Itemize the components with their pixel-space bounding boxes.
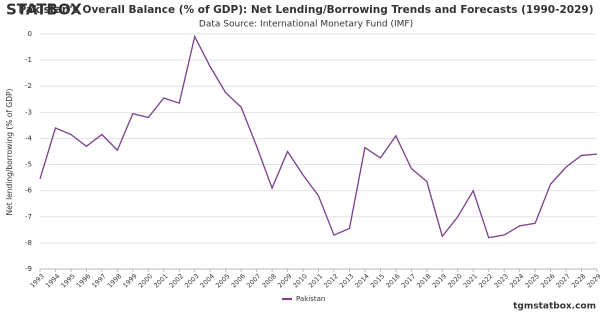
x-tick-label: 1997	[90, 272, 107, 289]
y-tick-label: -3	[25, 108, 32, 116]
x-tick-label: 2018	[415, 272, 432, 289]
x-tick-label: 2002	[168, 272, 185, 289]
y-tick-label: -5	[25, 161, 32, 169]
x-tick-label: 2029	[585, 272, 600, 289]
y-tick-label: -6	[25, 187, 33, 195]
x-tick-label: 1994	[44, 272, 61, 289]
x-tick-label: 1996	[75, 272, 92, 289]
footer: tgmstatbox.com	[513, 302, 596, 312]
x-tick-label: 2019	[431, 272, 448, 289]
x-tick-label: 2016	[384, 272, 401, 289]
y-tick-label: -2	[25, 82, 32, 90]
x-tick-label: 2020	[446, 272, 463, 289]
x-tick-label: 2025	[524, 272, 541, 289]
x-tick-label: 2006	[230, 272, 247, 289]
x-tick-label: 2022	[477, 272, 494, 289]
x-tick-label: 2024	[508, 272, 525, 289]
y-axis-label: Net lending/borrowing (% of GDP)	[5, 88, 14, 215]
x-tick-label: 1993	[28, 272, 45, 289]
x-tick-label: 2021	[462, 272, 479, 289]
chart-subtitle: Data Source: International Monetary Fund…	[199, 20, 413, 30]
y-tick-label: 0	[28, 30, 32, 38]
y-tick-label: -4	[25, 134, 33, 142]
x-tick-label: 2010	[291, 272, 308, 289]
x-tick-label: 2027	[555, 272, 572, 289]
x-tick-label: 2026	[539, 272, 556, 289]
x-tick-label: 2007	[245, 272, 262, 289]
y-tick-label: -7	[25, 213, 32, 221]
x-tick-label: 2000	[137, 272, 154, 289]
y-tick-label: -8	[25, 239, 32, 247]
x-tick-label: 2012	[322, 272, 339, 289]
x-tick-label: 2023	[493, 272, 510, 289]
x-tick-label: 2003	[183, 272, 200, 289]
line	[39, 34, 598, 239]
x-tick-label: 2009	[276, 272, 293, 289]
x-tick-label: 1998	[106, 272, 123, 289]
y-tick-label: -1	[25, 56, 32, 64]
x-tick-label: 2015	[369, 272, 386, 289]
x-tick-label: 2005	[214, 272, 231, 289]
x-tick-label: 1995	[59, 272, 76, 289]
x-tick-label: 1999	[121, 272, 138, 289]
x-tick-label: 2001	[152, 272, 169, 289]
x-tick-label: 2011	[307, 272, 324, 289]
x-tick-label: 2028	[570, 272, 587, 289]
x-tick-label: 2017	[400, 272, 417, 289]
x-tick-label: 2004	[199, 272, 216, 289]
logo: STATBOX	[6, 1, 82, 19]
x-tick-label: 2014	[353, 272, 370, 289]
x-tick-label: 2008	[261, 272, 278, 289]
y-tick-label: -9	[25, 265, 32, 273]
legend-label: Pakistan	[296, 295, 325, 303]
x-tick-label: 2013	[338, 272, 355, 289]
chart-title: Pakistan's Overall Balance (% of GDP): N…	[18, 4, 593, 16]
